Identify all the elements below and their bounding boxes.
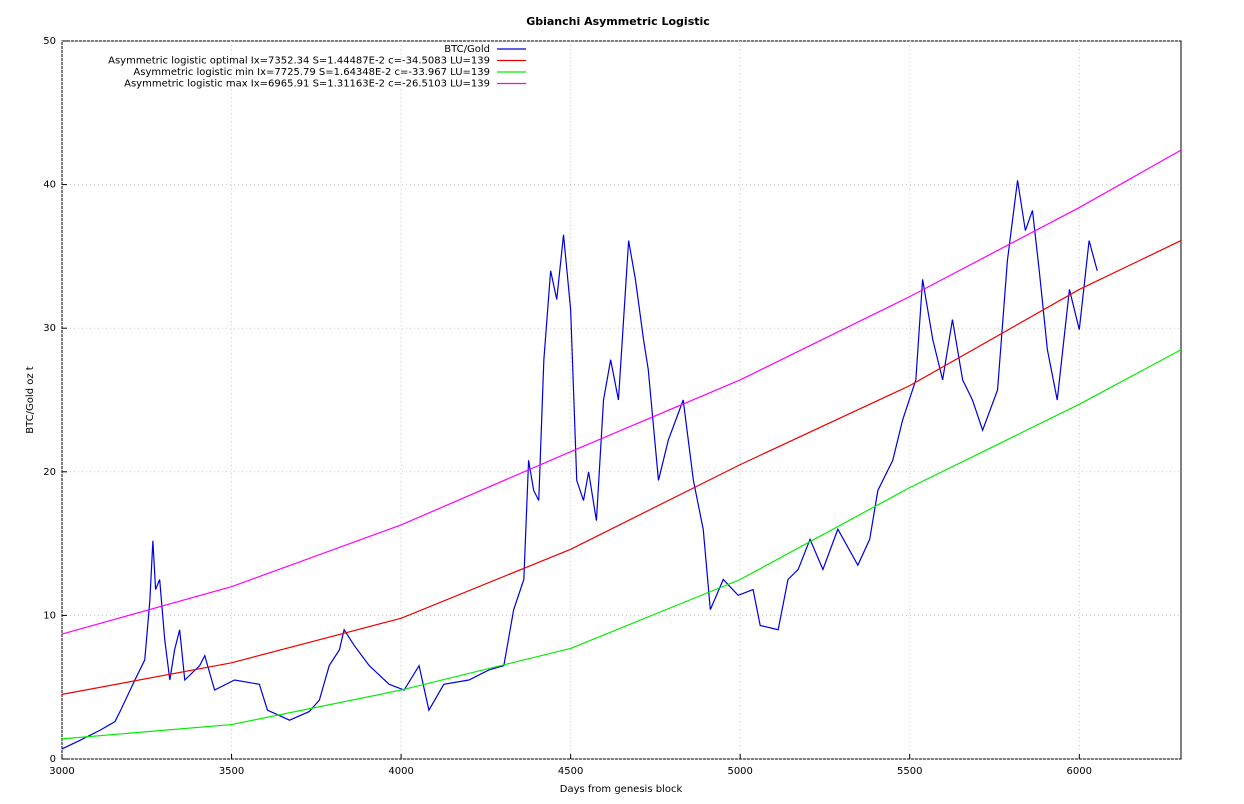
x-tick-label: 6000	[1067, 766, 1092, 777]
x-tick-label: 4500	[558, 766, 583, 777]
plot-frame	[61, 40, 1182, 760]
x-tick-label: 3500	[219, 766, 244, 777]
series-line	[61, 240, 1182, 695]
x-tick-label: 5000	[727, 766, 752, 777]
y-tick-label: 30	[43, 323, 56, 334]
y-tick-label: 10	[43, 610, 56, 621]
x-axis-label: Days from genesis block	[560, 784, 683, 795]
y-tick-label: 0	[50, 754, 56, 765]
x-tick-label: 3000	[49, 766, 74, 777]
series-line	[61, 149, 1182, 635]
legend-label: BTC/Gold	[444, 44, 490, 55]
legend-label: Asymmetric logistic max Ix=6965.91 S=1.3…	[124, 79, 490, 90]
series-line	[61, 349, 1182, 740]
x-tick-label: 4000	[388, 766, 413, 777]
y-axis-label: BTC/Gold oz t	[25, 366, 36, 433]
legend-label: Asymmetric logistic optimal Ix=7352.34 S…	[108, 56, 490, 67]
chart-title: Gbianchi Asymmetric Logistic	[526, 15, 710, 28]
y-tick-label: 20	[43, 467, 56, 478]
y-tick-label: 40	[43, 180, 56, 191]
series-line	[61, 180, 1098, 750]
x-tick-label: 5500	[897, 766, 922, 777]
y-tick-label: 50	[43, 36, 56, 47]
legend-label: Asymmetric logistic min Ix=7725.79 S=1.6…	[133, 67, 490, 78]
